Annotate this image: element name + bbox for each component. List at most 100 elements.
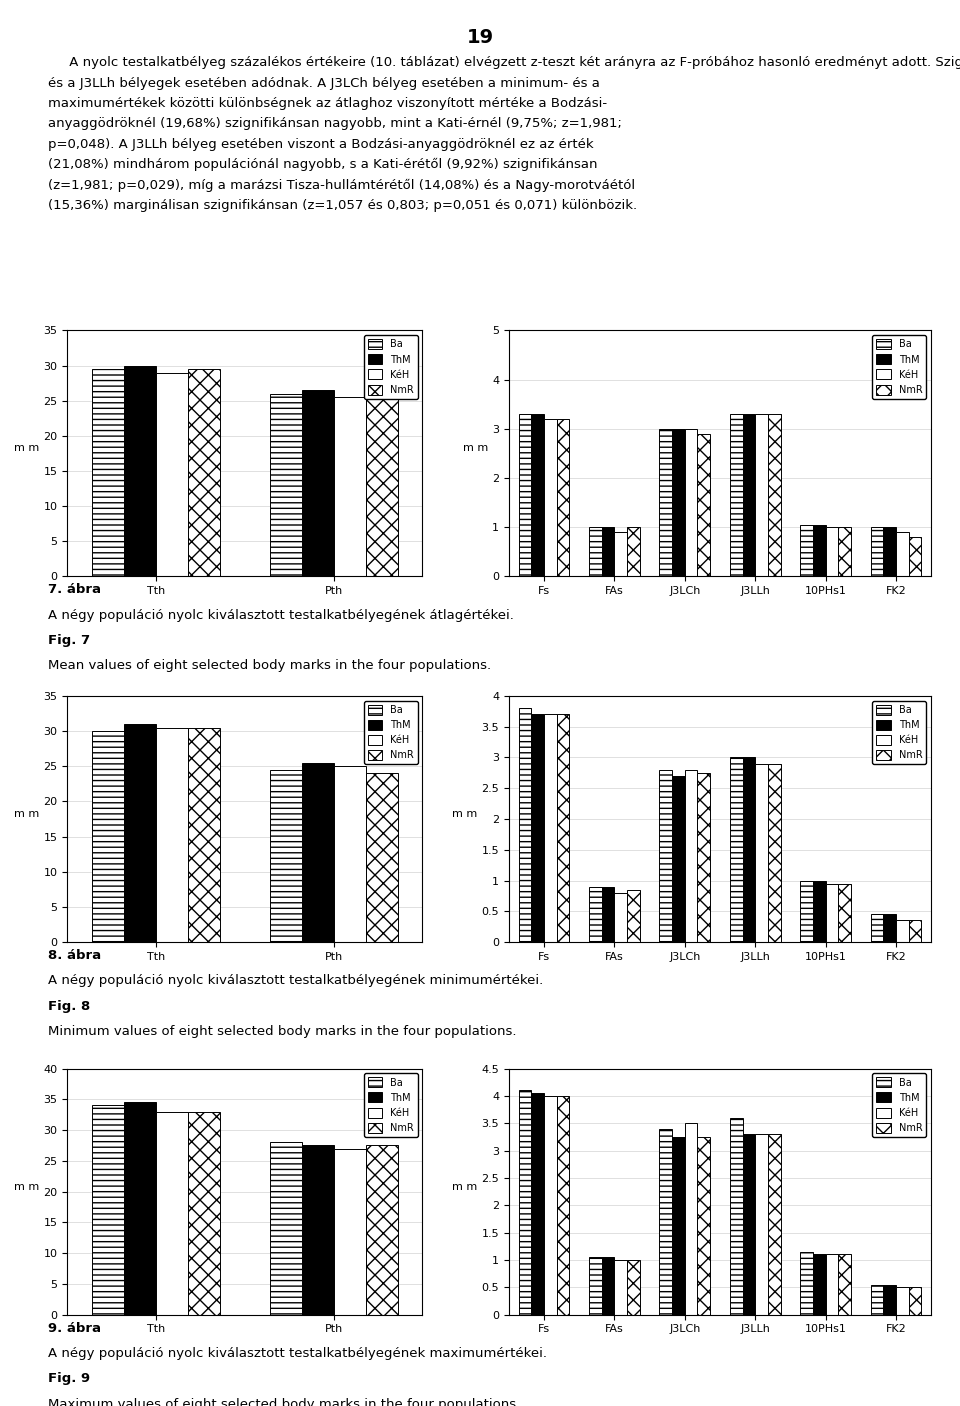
Bar: [156, 373, 188, 576]
Bar: [672, 1137, 684, 1315]
Bar: [756, 1135, 768, 1315]
Bar: [124, 724, 156, 942]
Bar: [672, 776, 684, 942]
Bar: [768, 763, 780, 942]
Bar: [188, 1112, 220, 1315]
Bar: [909, 537, 922, 576]
Y-axis label: m m: m m: [14, 808, 39, 818]
Bar: [660, 1129, 672, 1315]
Bar: [813, 1254, 826, 1315]
Bar: [768, 1135, 780, 1315]
Bar: [301, 762, 334, 942]
Bar: [684, 429, 698, 576]
Bar: [896, 533, 909, 576]
Bar: [602, 887, 614, 942]
Text: anyaggödröknél (19,68%) szignifikánsan nagyobb, mint a Kati-érnél (9,75%; z=1,98: anyaggödröknél (19,68%) szignifikánsan n…: [48, 118, 622, 131]
Legend: Ba, ThM, KéH, NmR: Ba, ThM, KéH, NmR: [873, 335, 926, 399]
Bar: [883, 914, 896, 942]
Y-axis label: m m: m m: [463, 443, 488, 453]
Text: Fig. 7: Fig. 7: [48, 634, 90, 647]
Bar: [518, 709, 531, 942]
Y-axis label: m m: m m: [452, 1181, 477, 1191]
Bar: [544, 419, 557, 576]
Bar: [871, 914, 883, 942]
Bar: [801, 1251, 813, 1315]
Legend: Ba, ThM, KéH, NmR: Ba, ThM, KéH, NmR: [873, 700, 926, 765]
Bar: [614, 1260, 627, 1315]
Legend: Ba, ThM, KéH, NmR: Ba, ThM, KéH, NmR: [364, 1073, 418, 1137]
Bar: [602, 1257, 614, 1315]
Bar: [896, 921, 909, 942]
Y-axis label: m m: m m: [14, 1181, 39, 1191]
Bar: [730, 413, 742, 576]
Bar: [838, 527, 851, 576]
Bar: [270, 1142, 301, 1315]
Text: Fig. 8: Fig. 8: [48, 1000, 90, 1012]
Bar: [557, 419, 569, 576]
Bar: [301, 389, 334, 576]
Bar: [124, 366, 156, 576]
Text: A négy populáció nyolc kiválasztott testalkatbélyegének maximumértékei.: A négy populáció nyolc kiválasztott test…: [48, 1347, 547, 1360]
Text: A négy populáció nyolc kiválasztott testalkatbélyegének minimumértékei.: A négy populáció nyolc kiválasztott test…: [48, 974, 543, 987]
Text: Mean values of eight selected body marks in the four populations.: Mean values of eight selected body marks…: [48, 659, 492, 672]
Bar: [124, 1102, 156, 1315]
Bar: [518, 413, 531, 576]
Text: 9. ábra: 9. ábra: [48, 1322, 101, 1334]
Bar: [838, 1254, 851, 1315]
Bar: [301, 1146, 334, 1315]
Bar: [698, 433, 710, 576]
Bar: [156, 1112, 188, 1315]
Bar: [531, 1094, 544, 1315]
Bar: [730, 758, 742, 942]
Bar: [742, 1135, 756, 1315]
Bar: [92, 368, 124, 576]
Bar: [366, 773, 397, 942]
Bar: [838, 883, 851, 942]
Bar: [871, 527, 883, 576]
Bar: [270, 770, 301, 942]
Bar: [92, 731, 124, 942]
Bar: [730, 1118, 742, 1315]
Legend: Ba, ThM, KéH, NmR: Ba, ThM, KéH, NmR: [364, 335, 418, 399]
Bar: [672, 429, 684, 576]
Legend: Ba, ThM, KéH, NmR: Ba, ThM, KéH, NmR: [364, 700, 418, 765]
Bar: [826, 1254, 838, 1315]
Text: A négy populáció nyolc kiválasztott testalkatbélyegének átlagértékei.: A négy populáció nyolc kiválasztott test…: [48, 609, 514, 621]
Bar: [909, 921, 922, 942]
Bar: [627, 890, 639, 942]
Bar: [909, 1288, 922, 1315]
Text: maximumértékek közötti különbségnek az átlaghoz viszonyított mértéke a Bodzási-: maximumértékek közötti különbségnek az á…: [48, 97, 607, 110]
Bar: [270, 394, 301, 576]
Bar: [801, 880, 813, 942]
Text: 7. ábra: 7. ábra: [48, 583, 101, 596]
Bar: [698, 773, 710, 942]
Bar: [188, 368, 220, 576]
Bar: [544, 714, 557, 942]
Bar: [813, 880, 826, 942]
Bar: [156, 728, 188, 942]
Bar: [801, 524, 813, 576]
Bar: [334, 1149, 366, 1315]
Bar: [871, 1285, 883, 1315]
Bar: [366, 1146, 397, 1315]
Legend: Ba, ThM, KéH, NmR: Ba, ThM, KéH, NmR: [873, 1073, 926, 1137]
Bar: [366, 394, 397, 576]
Text: 19: 19: [467, 28, 493, 48]
Bar: [627, 1260, 639, 1315]
Bar: [602, 527, 614, 576]
Text: 8. ábra: 8. ábra: [48, 949, 101, 962]
Bar: [544, 1095, 557, 1315]
Bar: [188, 728, 220, 942]
Bar: [742, 758, 756, 942]
Bar: [589, 887, 602, 942]
Text: Maximum values of eight selected body marks in the four populations.: Maximum values of eight selected body ma…: [48, 1398, 520, 1406]
Text: és a J3LLh bélyegek esetében adódnak. A J3LCh bélyeg esetében a minimum- és a: és a J3LLh bélyegek esetében adódnak. A …: [48, 76, 600, 90]
Bar: [684, 770, 698, 942]
Bar: [883, 1285, 896, 1315]
Bar: [698, 1137, 710, 1315]
Text: p=0,048). A J3LLh bélyeg esetében viszont a Bodzási-anyaggödröknél ez az érték: p=0,048). A J3LLh bélyeg esetében viszon…: [48, 138, 593, 150]
Bar: [756, 413, 768, 576]
Bar: [813, 524, 826, 576]
Text: (15,36%) marginálisan szignifikánsan (z=1,057 és 0,803; p=0,051 és 0,071) különb: (15,36%) marginálisan szignifikánsan (z=…: [48, 198, 637, 212]
Bar: [334, 396, 366, 576]
